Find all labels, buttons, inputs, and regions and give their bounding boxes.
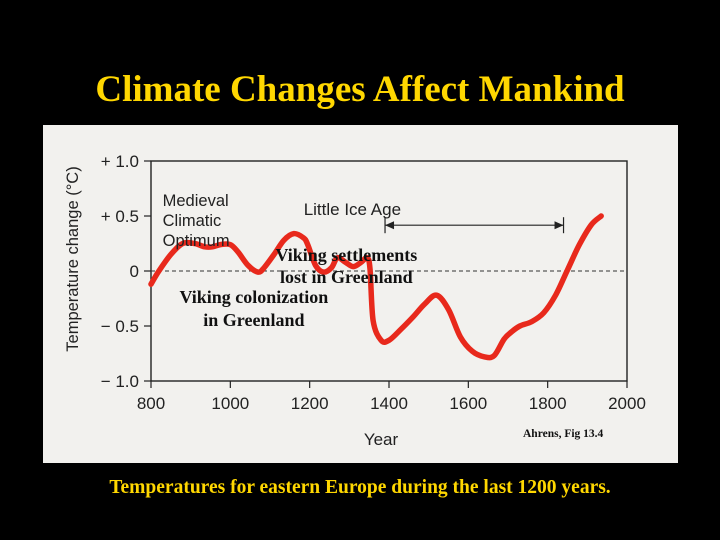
x-tick-label: 2000 — [608, 394, 646, 413]
annotation-medieval-climatic-optimum: Medieval Climatic Optimum — [163, 192, 230, 250]
annotation-line: Climatic — [163, 212, 222, 230]
annotation-line: Viking colonization — [179, 287, 328, 307]
tick-labels: + 1.0 + 0.5 0 − 0.5 − 1.0 800 1000 1200 1400 1600… — [64, 152, 646, 449]
temperature-line — [148, 213, 604, 361]
little-ice-age-arrowhead-right — [554, 221, 564, 230]
annotation-line: Optimum — [163, 232, 230, 250]
x-axis-label: Year — [364, 430, 399, 449]
y-tick-label: − 0.5 — [101, 317, 139, 336]
chart-series — [148, 213, 604, 361]
chart-panel: + 1.0 + 0.5 0 − 0.5 − 1.0 800 1000 1200 1400 1600… — [43, 125, 678, 463]
x-tick-label: 1800 — [529, 394, 567, 413]
y-tick-label: + 1.0 — [101, 152, 139, 171]
y-tick-label: + 0.5 — [101, 207, 139, 226]
annotation-line: Viking settlements — [275, 245, 417, 265]
annotations: Medieval Climatic Optimum Little Ice Age Vik… — [163, 192, 604, 440]
slide-title: Climate Changes Affect Mankind — [95, 69, 625, 110]
annotation-line: lost in Greenland — [280, 267, 413, 287]
slide-caption: Temperatures for eastern Europe during t… — [109, 477, 611, 498]
annotation-little-ice-age: Little Ice Age — [304, 200, 401, 219]
little-ice-age-arrowhead-left — [385, 221, 395, 230]
x-tick-label: 800 — [137, 394, 165, 413]
source-credit: Ahrens, Fig 13.4 — [523, 428, 604, 440]
annotation-viking-settlements-lost: Viking settlements lost in Greenland — [275, 245, 417, 287]
x-tick-label: 1200 — [291, 394, 329, 413]
x-tick-label: 1600 — [449, 394, 487, 413]
y-tick-label: − 1.0 — [101, 372, 139, 391]
y-axis-label: Temperature change (°C) — [64, 166, 82, 351]
annotation-line: in Greenland — [203, 310, 304, 330]
x-tick-label: 1400 — [370, 394, 408, 413]
temperature-chart: + 1.0 + 0.5 0 − 0.5 − 1.0 800 1000 1200 1400 1600… — [64, 152, 646, 449]
annotation-viking-colonization: Viking colonization in Greenland — [179, 287, 328, 330]
y-tick-label: 0 — [130, 262, 139, 281]
annotation-line: Medieval — [163, 192, 229, 210]
x-tick-label: 1000 — [211, 394, 249, 413]
